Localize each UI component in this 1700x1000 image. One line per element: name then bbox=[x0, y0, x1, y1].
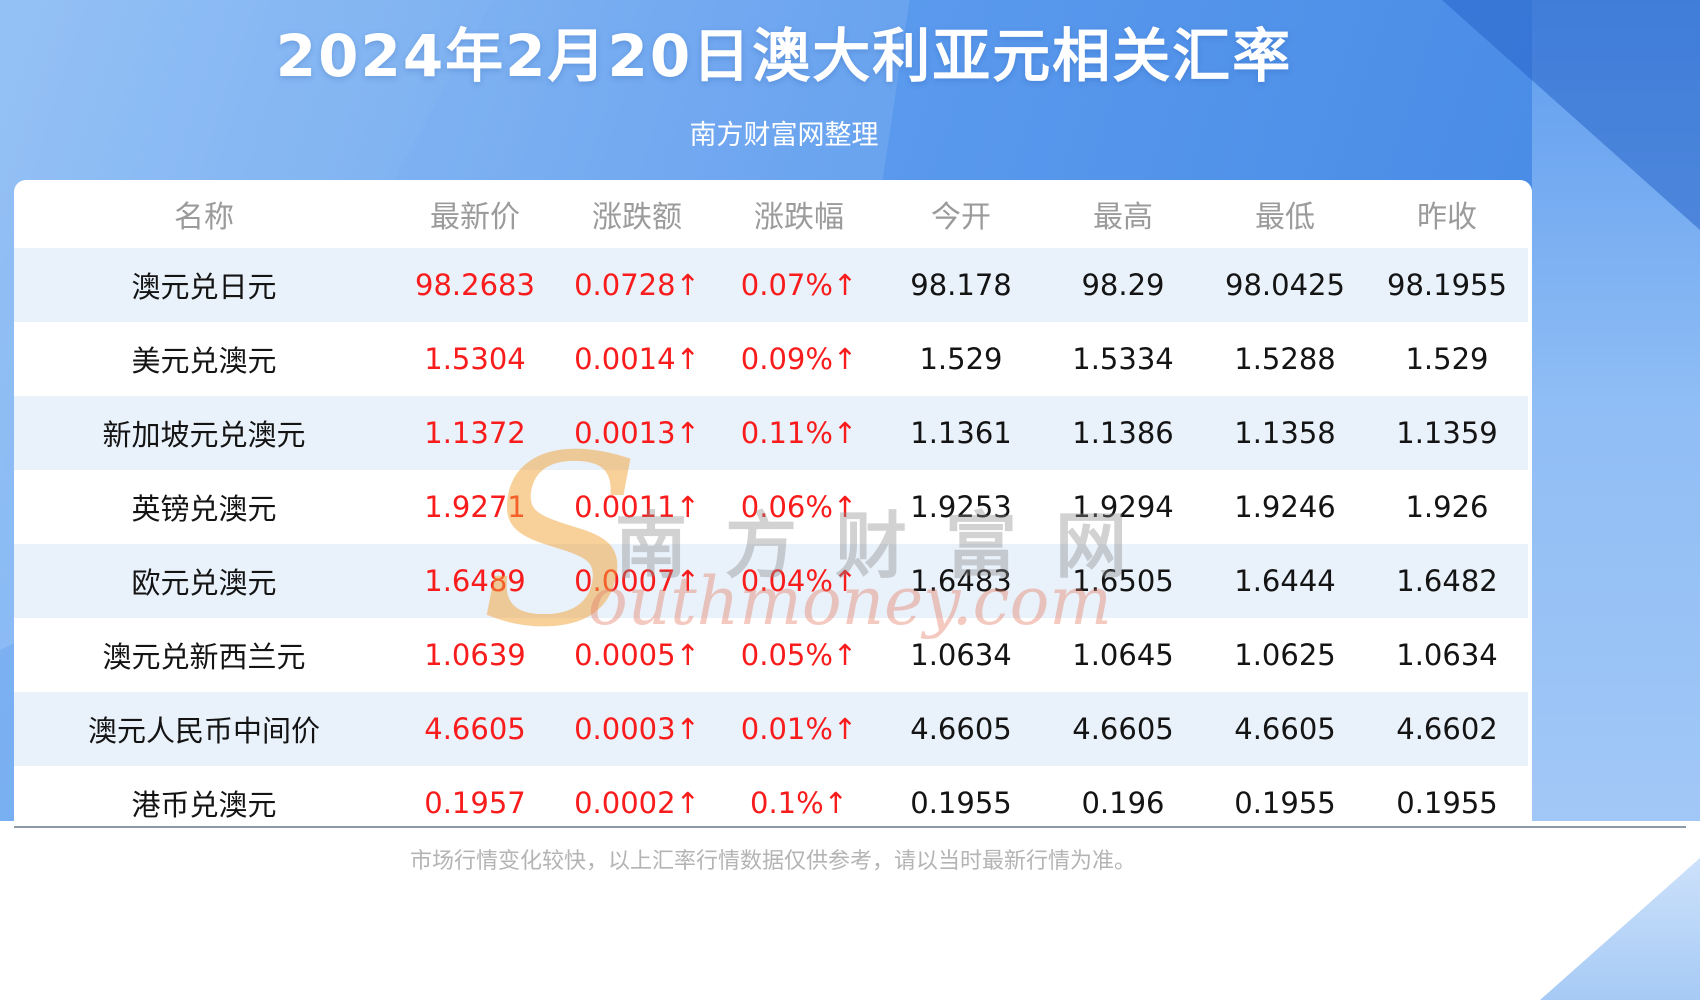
table-row: 新加坡元兑澳元 1.1372 0.0013↑ 0.11%↑ 1.1361 1.1386 1.… bbox=[14, 396, 1528, 470]
cell-prev: 0.1955 bbox=[1396, 786, 1498, 820]
cell-prev: 1.6482 bbox=[1396, 564, 1498, 598]
cell-pct: 0.1%↑ bbox=[750, 786, 848, 820]
cell-prev: 1.0634 bbox=[1396, 638, 1498, 672]
cell-prev: 98.1955 bbox=[1387, 268, 1507, 302]
cell-name: 欧元兑澳元 bbox=[131, 566, 277, 600]
header: 2024年2月20日澳大利亚元相关汇率 南方财富网整理 bbox=[14, 0, 1554, 152]
table-row: 欧元兑澳元 1.6489 0.0007↑ 0.04%↑ 1.6483 1.6505 1.64… bbox=[14, 544, 1528, 618]
cell-high: 4.6605 bbox=[1072, 712, 1174, 746]
cell-open: 1.6483 bbox=[910, 564, 1012, 598]
rates-table-body: 澳元兑日元 98.2683 0.0728↑ 0.07%↑ 98.178 98.29 98.0… bbox=[14, 248, 1528, 821]
cell-pct: 0.09%↑ bbox=[740, 342, 858, 376]
cell-prev: 4.6602 bbox=[1396, 712, 1498, 746]
cell-open: 1.0634 bbox=[910, 638, 1012, 672]
cell-name: 澳元兑日元 bbox=[131, 270, 277, 304]
cell-change: 0.0013↑ bbox=[574, 416, 700, 450]
table-row: 澳元人民币中间价 4.6605 0.0003↑ 0.01%↑ 4.6605 4.6605 4… bbox=[14, 692, 1528, 766]
cell-change: 0.0002↑ bbox=[574, 786, 700, 820]
footer: 市场行情变化较快，以上汇率行情数据仅供参考，请以当时最新行情为准。 bbox=[0, 821, 1700, 1000]
cell-latest: 4.6605 bbox=[424, 712, 526, 746]
cell-latest: 1.1372 bbox=[424, 416, 526, 450]
table-row: 英镑兑澳元 1.9271 0.0011↑ 0.06%↑ 1.9253 1.9294 1.92… bbox=[14, 470, 1528, 544]
cell-pct: 0.07%↑ bbox=[740, 268, 858, 302]
cell-latest: 1.6489 bbox=[424, 564, 526, 598]
column-header-low: 最低 bbox=[1255, 200, 1315, 235]
cell-low: 4.6605 bbox=[1234, 712, 1336, 746]
column-header-change: 涨跌额 bbox=[592, 200, 682, 235]
cell-latest: 1.5304 bbox=[424, 342, 526, 376]
cell-low: 98.0425 bbox=[1225, 268, 1345, 302]
cell-change: 0.0014↑ bbox=[574, 342, 700, 376]
cell-open: 4.6605 bbox=[910, 712, 1012, 746]
cell-high: 1.1386 bbox=[1072, 416, 1174, 450]
cell-name: 英镑兑澳元 bbox=[131, 492, 277, 526]
column-header-pct: 涨跌幅 bbox=[754, 200, 844, 235]
cell-high: 1.9294 bbox=[1072, 490, 1174, 524]
cell-high: 1.0645 bbox=[1072, 638, 1174, 672]
cell-open: 1.529 bbox=[919, 342, 1003, 376]
cell-open: 1.1361 bbox=[910, 416, 1012, 450]
cell-latest: 1.9271 bbox=[424, 490, 526, 524]
column-header-high: 最高 bbox=[1093, 200, 1153, 235]
cell-change: 0.0003↑ bbox=[574, 712, 700, 746]
table-header-row: 名称 最新价 涨跌额 涨跌幅 今开 最高 最低 昨收 bbox=[14, 180, 1528, 248]
cell-prev: 1.1359 bbox=[1396, 416, 1498, 450]
cell-prev: 1.926 bbox=[1405, 490, 1489, 524]
cell-pct: 0.11%↑ bbox=[740, 416, 858, 450]
cell-high: 0.196 bbox=[1081, 786, 1165, 820]
table-row: 美元兑澳元 1.5304 0.0014↑ 0.09%↑ 1.529 1.5334 1.528… bbox=[14, 322, 1528, 396]
cell-pct: 0.05%↑ bbox=[740, 638, 858, 672]
cell-name: 新加坡元兑澳元 bbox=[102, 418, 306, 452]
footer-note: 市场行情变化较快，以上汇率行情数据仅供参考，请以当时最新行情为准。 bbox=[409, 849, 1136, 874]
cell-name: 港币兑澳元 bbox=[131, 788, 277, 821]
rates-card: 名称 最新价 涨跌额 涨跌幅 今开 最高 最低 昨收 澳元兑日元 98.2683 0.0728↑ 0… bbox=[14, 180, 1532, 821]
cell-low: 1.5288 bbox=[1234, 342, 1336, 376]
cell-change: 0.0005↑ bbox=[574, 638, 700, 672]
rates-table: 名称 最新价 涨跌额 涨跌幅 今开 最高 最低 昨收 澳元兑日元 98.2683 0.0728↑ 0… bbox=[14, 180, 1528, 821]
page-subtitle: 南方财富网整理 bbox=[689, 119, 879, 151]
divider-line bbox=[14, 826, 1686, 828]
cell-latest: 0.1957 bbox=[424, 786, 526, 820]
cell-change: 0.0011↑ bbox=[574, 490, 700, 524]
cell-name: 澳元兑新西兰元 bbox=[102, 640, 306, 674]
cell-latest: 1.0639 bbox=[424, 638, 526, 672]
cell-prev: 1.529 bbox=[1405, 342, 1489, 376]
column-header-latest: 最新价 bbox=[430, 200, 520, 235]
cell-high: 1.5334 bbox=[1072, 342, 1174, 376]
column-header-open: 今开 bbox=[931, 200, 991, 235]
cell-latest: 98.2683 bbox=[415, 268, 535, 302]
table-row: 港币兑澳元 0.1957 0.0002↑ 0.1%↑ 0.1955 0.196 0.1955… bbox=[14, 766, 1528, 821]
cell-change: 0.0007↑ bbox=[574, 564, 700, 598]
cell-low: 1.9246 bbox=[1234, 490, 1336, 524]
cell-high: 98.29 bbox=[1081, 268, 1165, 302]
cell-high: 1.6505 bbox=[1072, 564, 1174, 598]
cell-name: 澳元人民币中间价 bbox=[87, 714, 320, 748]
cell-low: 1.6444 bbox=[1234, 564, 1336, 598]
cell-low: 1.1358 bbox=[1234, 416, 1336, 450]
cell-pct: 0.06%↑ bbox=[740, 490, 858, 524]
page-title: 2024年2月20日澳大利亚元相关汇率 bbox=[275, 22, 1293, 90]
cell-open: 1.9253 bbox=[910, 490, 1012, 524]
cell-pct: 0.01%↑ bbox=[740, 712, 858, 746]
cell-change: 0.0728↑ bbox=[574, 268, 700, 302]
table-row: 澳元兑新西兰元 1.0639 0.0005↑ 0.05%↑ 1.0634 1.0645 1.… bbox=[14, 618, 1528, 692]
cell-pct: 0.04%↑ bbox=[740, 564, 858, 598]
cell-low: 0.1955 bbox=[1234, 786, 1336, 820]
cell-open: 98.178 bbox=[910, 268, 1012, 302]
column-header-name: 名称 bbox=[174, 200, 234, 235]
table-row: 澳元兑日元 98.2683 0.0728↑ 0.07%↑ 98.178 98.29 98.0… bbox=[14, 248, 1528, 322]
cell-name: 美元兑澳元 bbox=[131, 344, 277, 378]
cell-low: 1.0625 bbox=[1234, 638, 1336, 672]
cell-open: 0.1955 bbox=[910, 786, 1012, 820]
column-header-prev: 昨收 bbox=[1417, 200, 1477, 235]
